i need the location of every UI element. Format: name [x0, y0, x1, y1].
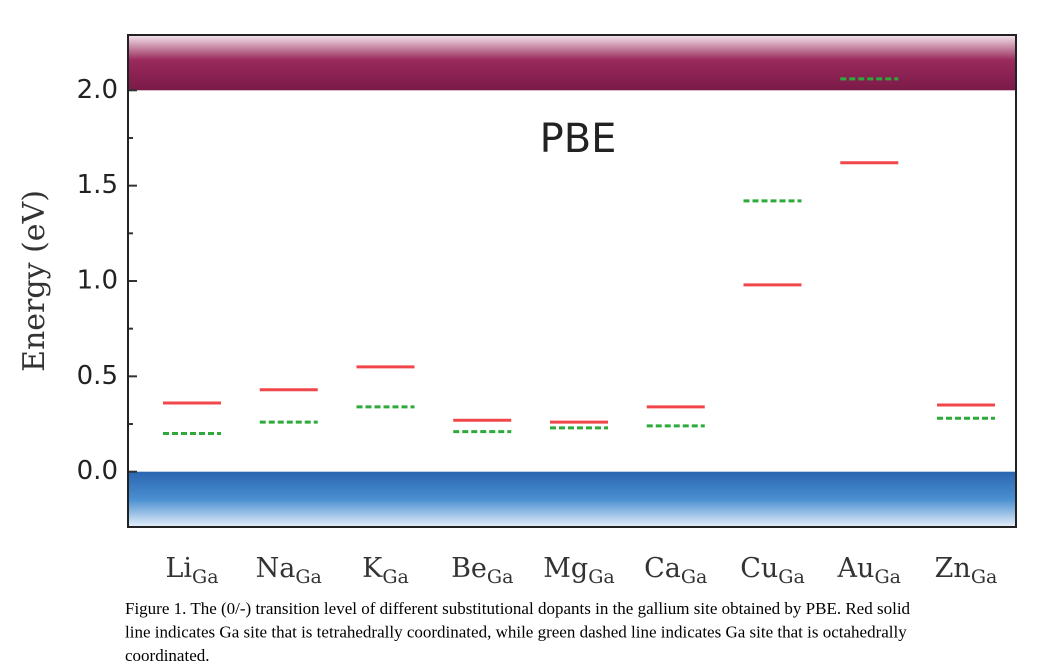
x-tick-label: LiGa: [165, 553, 218, 588]
y-tick-label: 2.0: [77, 75, 118, 105]
x-tick-label: NaGa: [256, 553, 322, 588]
plot-frame: [127, 34, 1017, 528]
y-tick-label: 1.0: [77, 266, 118, 296]
category-name: Au: [837, 553, 875, 584]
annotation: PBE: [540, 116, 617, 162]
category-subscript: Ga: [192, 566, 219, 588]
caption-line: coordinated.: [125, 646, 210, 665]
conduction-band: [128, 35, 1016, 91]
x-tick-label: ZnGa: [935, 553, 998, 588]
x-tick-label: BeGa: [451, 553, 513, 588]
category-name: Mg: [543, 553, 588, 584]
valence-band: [128, 471, 1016, 527]
category-name: Cu: [740, 553, 778, 584]
category-subscript: Ga: [971, 566, 998, 588]
y-tick-label: 1.5: [77, 170, 118, 200]
caption-line: Figure 1. The (0/-) transition level of …: [125, 599, 911, 618]
category-name: Ca: [644, 553, 681, 584]
x-tick-label: AuGa: [837, 553, 901, 588]
x-tick-label: CuGa: [740, 553, 805, 588]
category-name: Na: [256, 553, 296, 584]
category-subscript: Ga: [874, 566, 901, 588]
x-tick-label: MgGa: [543, 553, 614, 588]
y-tick-label: 0.5: [77, 361, 118, 391]
category-subscript: Ga: [588, 566, 615, 588]
category-subscript: Ga: [487, 566, 514, 588]
y-tick-label: 0.0: [77, 456, 118, 486]
category-name: Zn: [935, 553, 971, 584]
caption-line: line indicates Ga site that is tetrahedr…: [125, 623, 907, 642]
category-subscript: Ga: [382, 566, 409, 588]
category-name: K: [362, 553, 383, 584]
y-axis-label: Energy (eV): [17, 190, 52, 372]
x-tick-label: CaGa: [644, 553, 707, 588]
category-subscript: Ga: [681, 566, 708, 588]
category-name: Be: [451, 553, 487, 584]
category-name: Li: [165, 553, 192, 584]
category-subscript: Ga: [778, 566, 805, 588]
category-subscript: Ga: [295, 566, 322, 588]
x-tick-label: KGa: [362, 553, 409, 588]
